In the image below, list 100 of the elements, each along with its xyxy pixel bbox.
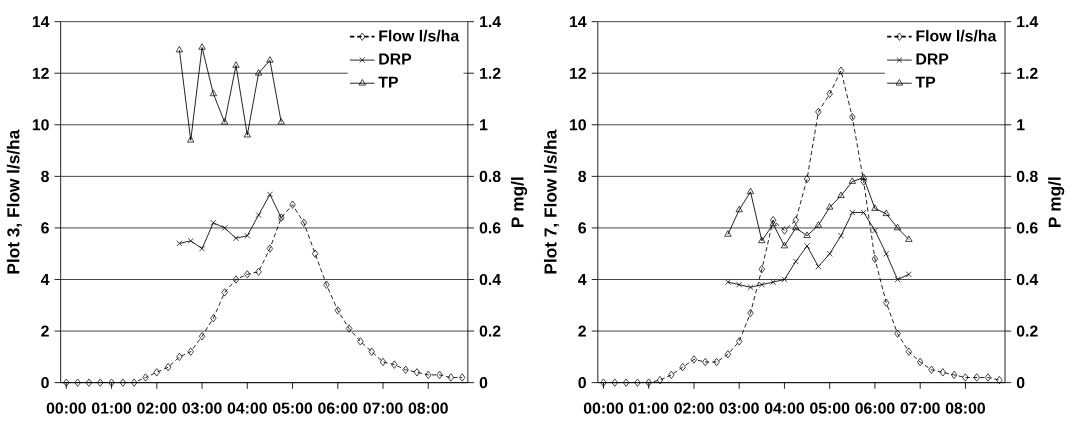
point bbox=[702, 357, 709, 367]
point bbox=[826, 89, 833, 98]
point bbox=[724, 230, 732, 237]
point bbox=[402, 365, 409, 374]
point bbox=[176, 240, 183, 247]
point bbox=[826, 250, 833, 257]
point bbox=[97, 378, 104, 387]
x-tick-label: 06:00 bbox=[318, 402, 358, 414]
point bbox=[905, 235, 913, 242]
point bbox=[860, 177, 867, 186]
point bbox=[255, 267, 262, 276]
x-tick-label: 06:00 bbox=[855, 402, 895, 414]
point bbox=[769, 219, 777, 227]
point bbox=[232, 275, 240, 284]
point bbox=[769, 216, 777, 225]
point bbox=[747, 308, 754, 318]
point bbox=[792, 258, 799, 265]
point bbox=[871, 227, 878, 234]
y-axis-title: Plot 7, Flow l/s/ha bbox=[543, 129, 560, 274]
point bbox=[917, 357, 924, 367]
point bbox=[803, 231, 811, 238]
x-tick-label: 00:00 bbox=[583, 402, 624, 414]
point bbox=[391, 360, 398, 369]
point bbox=[255, 69, 263, 76]
point bbox=[153, 368, 160, 377]
y2-tick-label: 1.4 bbox=[1017, 16, 1039, 28]
point bbox=[244, 232, 251, 239]
point bbox=[311, 249, 319, 258]
point bbox=[883, 298, 890, 307]
y-tick-label: 12 bbox=[569, 67, 586, 79]
y-tick-label: 0 bbox=[578, 377, 586, 389]
point bbox=[198, 332, 206, 341]
point bbox=[176, 352, 183, 361]
y2-tick-label: 1 bbox=[1017, 119, 1025, 131]
point bbox=[345, 324, 353, 333]
y2-tick-label: 1 bbox=[480, 119, 488, 131]
y2-tick-label: 1.2 bbox=[480, 67, 501, 79]
point bbox=[950, 370, 958, 379]
point bbox=[164, 363, 172, 372]
y2-tick-label: 0.2 bbox=[1016, 325, 1038, 337]
legend-label: TP bbox=[378, 76, 398, 88]
point bbox=[848, 177, 856, 184]
legend-label: TP bbox=[915, 76, 936, 88]
x-tick-label: 05:00 bbox=[272, 402, 313, 414]
point bbox=[131, 378, 138, 387]
x-tick-label: 07:00 bbox=[363, 402, 403, 414]
point bbox=[244, 270, 251, 279]
point bbox=[600, 378, 607, 387]
point bbox=[334, 306, 341, 315]
x-tick-label: 01:00 bbox=[91, 402, 132, 414]
x-tick-label: 03:00 bbox=[182, 402, 222, 414]
point bbox=[803, 174, 811, 184]
y-tick-label: 8 bbox=[41, 170, 49, 182]
legend-label: DRP bbox=[916, 53, 949, 65]
point bbox=[187, 237, 194, 244]
x-tick-label: 03:00 bbox=[719, 402, 759, 414]
point bbox=[221, 288, 228, 297]
point bbox=[838, 232, 845, 239]
point bbox=[724, 350, 732, 359]
point bbox=[736, 337, 743, 346]
point bbox=[210, 219, 217, 226]
y2-tick-label: 0.2 bbox=[479, 325, 501, 337]
x-tick-label: 08:00 bbox=[945, 402, 985, 414]
x-tick-label: 05:00 bbox=[810, 402, 850, 414]
point bbox=[849, 112, 856, 122]
point bbox=[266, 191, 273, 198]
point bbox=[277, 118, 285, 125]
point bbox=[815, 263, 822, 270]
point bbox=[905, 271, 912, 278]
y-tick-label: 6 bbox=[41, 222, 49, 234]
point bbox=[837, 191, 845, 198]
y-tick-label: 12 bbox=[32, 67, 49, 79]
point bbox=[368, 347, 375, 356]
point bbox=[447, 373, 455, 382]
point bbox=[142, 373, 149, 382]
y-tick-label: 0 bbox=[41, 377, 49, 389]
legend-label: Flow l/s/ha bbox=[916, 29, 997, 42]
point bbox=[232, 61, 240, 68]
y-tick-label: 6 bbox=[578, 222, 587, 234]
y-tick-label: 10 bbox=[32, 119, 49, 131]
y2-tick-label: 0.4 bbox=[1016, 273, 1039, 286]
point bbox=[893, 223, 902, 231]
legend-label: DRP bbox=[379, 53, 412, 65]
point bbox=[804, 242, 811, 249]
x-tick-label: 07:00 bbox=[900, 402, 940, 414]
point bbox=[860, 173, 868, 180]
y2-axis-title: P mg/l bbox=[510, 177, 528, 227]
x-tick-label: 02:00 bbox=[137, 402, 177, 414]
x-tick-label: 04:00 bbox=[764, 402, 805, 414]
y-tick-label: 8 bbox=[578, 170, 587, 182]
point bbox=[645, 378, 652, 387]
point bbox=[780, 241, 789, 249]
point bbox=[232, 235, 239, 242]
point bbox=[425, 370, 432, 379]
point bbox=[108, 378, 115, 387]
point bbox=[713, 357, 720, 367]
point bbox=[746, 187, 755, 195]
x-tick-label: 02:00 bbox=[674, 402, 714, 414]
x-tick-label: 08:00 bbox=[408, 402, 448, 414]
point bbox=[266, 56, 274, 63]
